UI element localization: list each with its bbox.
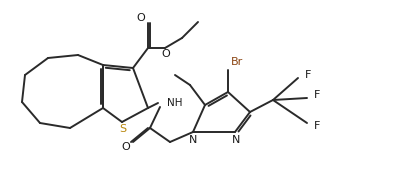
Text: NH: NH [167,98,182,108]
Text: O: O [137,13,145,23]
Text: O: O [122,142,130,152]
Text: Br: Br [231,57,243,67]
Text: N: N [232,135,240,145]
Text: F: F [314,90,320,100]
Text: F: F [314,121,320,131]
Text: N: N [189,135,197,145]
Text: F: F [305,70,311,80]
Text: S: S [119,124,127,134]
Text: O: O [162,49,171,59]
